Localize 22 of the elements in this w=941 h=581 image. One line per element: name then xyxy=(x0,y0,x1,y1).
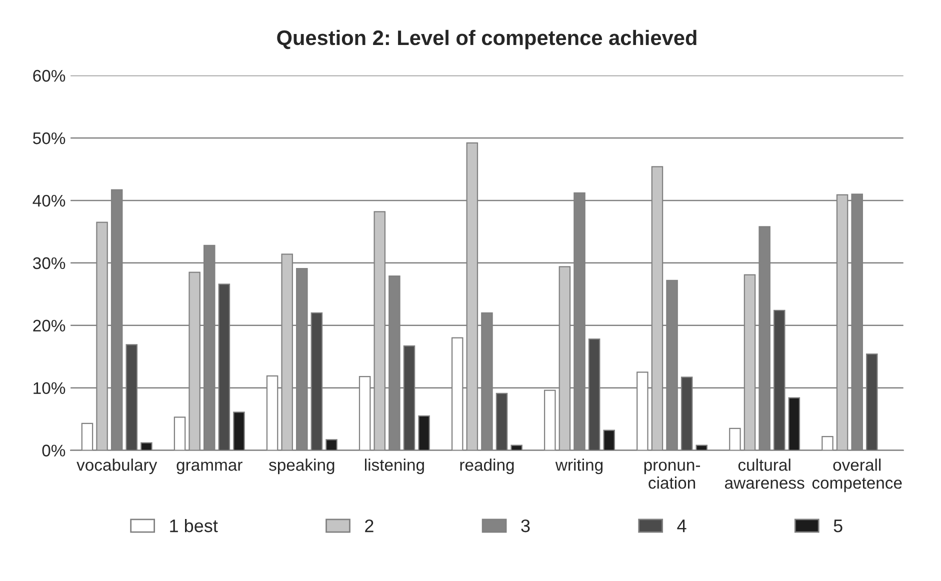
x-tick-label: overall competence xyxy=(812,458,902,492)
x-tick-label: pronun- ciation xyxy=(644,462,700,489)
legend-label: 3 xyxy=(521,519,530,532)
y-tick-label: 0% xyxy=(42,444,66,456)
x-tick-label: grammar xyxy=(176,462,242,474)
legend-label: 4 xyxy=(677,520,686,532)
x-tick-label: cultural awareness xyxy=(724,458,804,489)
x-tick-label: vocabulary xyxy=(76,458,158,474)
y-tick-label: 10% xyxy=(34,382,66,394)
y-tick-label: 20% xyxy=(33,320,66,332)
y-tick-label: 50% xyxy=(33,132,66,144)
legend-label: 1 best xyxy=(170,518,218,532)
x-tick-label: reading xyxy=(460,458,514,474)
legend-label: 2 xyxy=(365,519,374,532)
x-tick-label: speaking xyxy=(269,458,334,474)
y-tick-label: 40% xyxy=(32,194,66,207)
y-tick-label: 60% xyxy=(33,70,66,82)
y-tick-label: 30% xyxy=(32,257,66,270)
legend-label: 5 xyxy=(834,520,842,532)
x-tick-label: listening xyxy=(364,458,424,474)
x-tick-label: writing xyxy=(555,458,603,474)
chart-title: Question 2: Level of competence achieved xyxy=(277,30,696,50)
